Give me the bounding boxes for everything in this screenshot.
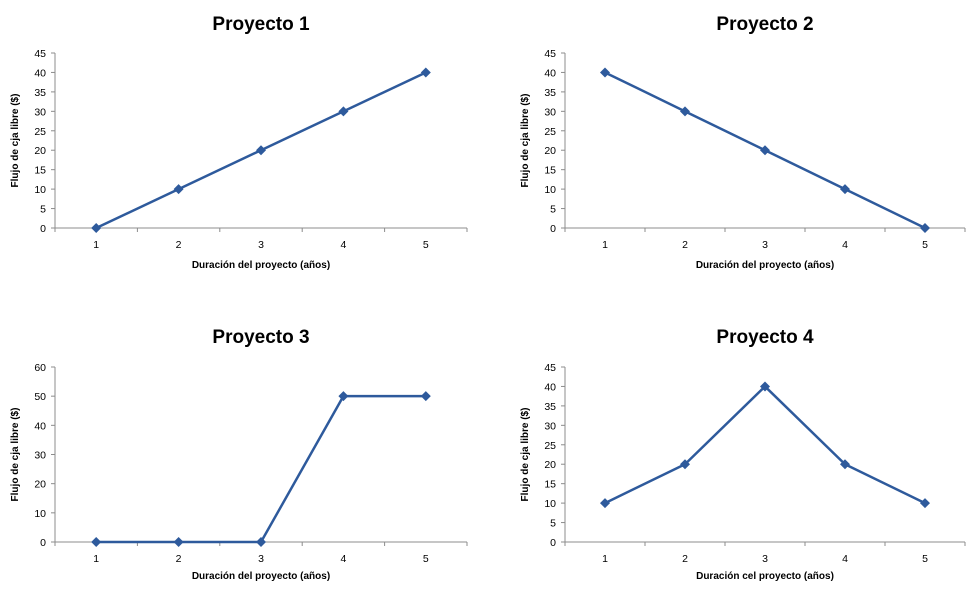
y-tick-label: 0	[40, 223, 46, 235]
y-tick-label: 40	[544, 381, 556, 393]
y-tick-label: 40	[34, 67, 46, 79]
x-tick-label: 4	[340, 553, 346, 565]
y-tick-label: 35	[544, 401, 556, 413]
y-tick-label: 25	[544, 126, 556, 138]
data-point-marker	[420, 67, 431, 78]
x-axis-label: Duración del proyecto (años)	[192, 571, 330, 582]
y-axis-label: Flujo de cja libre ($)	[520, 94, 531, 188]
data-point-marker	[256, 145, 266, 156]
y-tick-label: 0	[40, 537, 46, 549]
chart-title: Proyecto 1	[212, 14, 310, 35]
x-tick-label: 1	[93, 239, 99, 251]
y-tick-label: 0	[550, 223, 556, 235]
y-axis-label: Flujo de cja libre ($)	[10, 408, 21, 502]
x-tick-label: 3	[762, 553, 768, 565]
x-tick-label: 3	[258, 239, 264, 251]
x-tick-label: 5	[922, 239, 928, 251]
y-tick-label: 30	[544, 420, 556, 432]
chart-title: Proyecto 2	[716, 14, 813, 35]
data-point-marker	[600, 498, 610, 509]
data-point-marker	[173, 537, 184, 547]
data-point-marker	[338, 106, 349, 117]
x-axis-label: Duración del proyecto (años)	[696, 260, 834, 271]
x-axis-label: Duración cel proyecto (años)	[696, 571, 834, 582]
data-point-marker	[600, 67, 610, 78]
y-tick-label: 20	[544, 459, 556, 471]
y-tick-label: 0	[550, 537, 556, 549]
data-point-marker	[760, 381, 770, 392]
y-tick-label: 30	[544, 106, 556, 118]
y-axis-label: Flujo de cja libre ($)	[10, 94, 21, 188]
x-tick-label: 1	[602, 553, 608, 565]
y-tick-label: 15	[34, 165, 46, 177]
y-tick-label: 20	[544, 145, 556, 157]
data-point-marker	[91, 223, 102, 233]
y-tick-label: 10	[544, 184, 556, 196]
y-tick-label: 20	[34, 145, 46, 157]
x-tick-label: 2	[176, 553, 182, 565]
data-point-marker	[920, 223, 930, 233]
y-tick-label: 30	[34, 450, 46, 462]
data-point-marker	[420, 391, 431, 402]
data-point-marker	[680, 106, 690, 117]
y-tick-label: 35	[544, 87, 556, 99]
data-point-marker	[256, 537, 266, 547]
data-point-marker	[920, 498, 930, 509]
chart-title: Proyecto 3	[212, 327, 309, 348]
x-tick-label: 2	[176, 239, 182, 251]
y-tick-label: 45	[544, 362, 556, 374]
y-tick-label: 5	[40, 204, 46, 216]
y-tick-label: 10	[544, 498, 556, 510]
data-point-marker	[680, 459, 690, 470]
data-point-marker	[173, 184, 184, 195]
data-point-marker	[91, 537, 102, 547]
y-tick-label: 50	[34, 391, 46, 403]
y-tick-label: 15	[544, 165, 556, 177]
y-tick-label: 10	[34, 184, 46, 196]
data-point-marker	[338, 391, 349, 402]
x-tick-label: 1	[602, 239, 608, 251]
y-tick-label: 25	[544, 440, 556, 452]
y-tick-label: 40	[34, 420, 46, 432]
chart-title: Proyecto 4	[716, 327, 814, 348]
y-tick-label: 20	[34, 479, 46, 491]
y-tick-label: 30	[34, 106, 46, 118]
y-tick-label: 25	[34, 126, 46, 138]
y-tick-label: 45	[544, 48, 556, 60]
data-point-marker	[760, 145, 770, 156]
x-tick-label: 2	[682, 239, 688, 251]
data-point-marker	[840, 184, 850, 195]
x-tick-label: 4	[842, 553, 848, 565]
y-tick-label: 60	[34, 362, 46, 374]
x-tick-label: 2	[682, 553, 688, 565]
y-tick-label: 35	[34, 87, 46, 99]
y-tick-label: 45	[34, 48, 46, 60]
series-line	[96, 394, 426, 544]
chart-panel-3: Proyecto 3 0 10 20 30 40 50 60 1 2 3 4 5 Duración del…	[10, 327, 468, 582]
x-tick-label: 5	[423, 553, 429, 565]
x-tick-label: 1	[93, 553, 99, 565]
y-tick-label: 5	[550, 518, 556, 530]
data-point-marker	[840, 459, 850, 470]
x-tick-label: 4	[842, 239, 848, 251]
x-axis-label: Duración del proyecto (años)	[192, 260, 330, 271]
series-line	[604, 385, 926, 505]
y-axis-label: Flujo de cja libre ($)	[520, 408, 531, 502]
x-tick-label: 4	[340, 239, 346, 251]
y-tick-label: 15	[544, 479, 556, 491]
y-tick-label: 10	[34, 508, 46, 520]
x-tick-label: 5	[423, 239, 429, 251]
x-tick-label: 3	[762, 239, 768, 251]
y-tick-label: 40	[544, 67, 556, 79]
x-tick-label: 3	[258, 553, 264, 565]
y-tick-label: 5	[550, 204, 556, 216]
x-tick-label: 5	[922, 553, 928, 565]
